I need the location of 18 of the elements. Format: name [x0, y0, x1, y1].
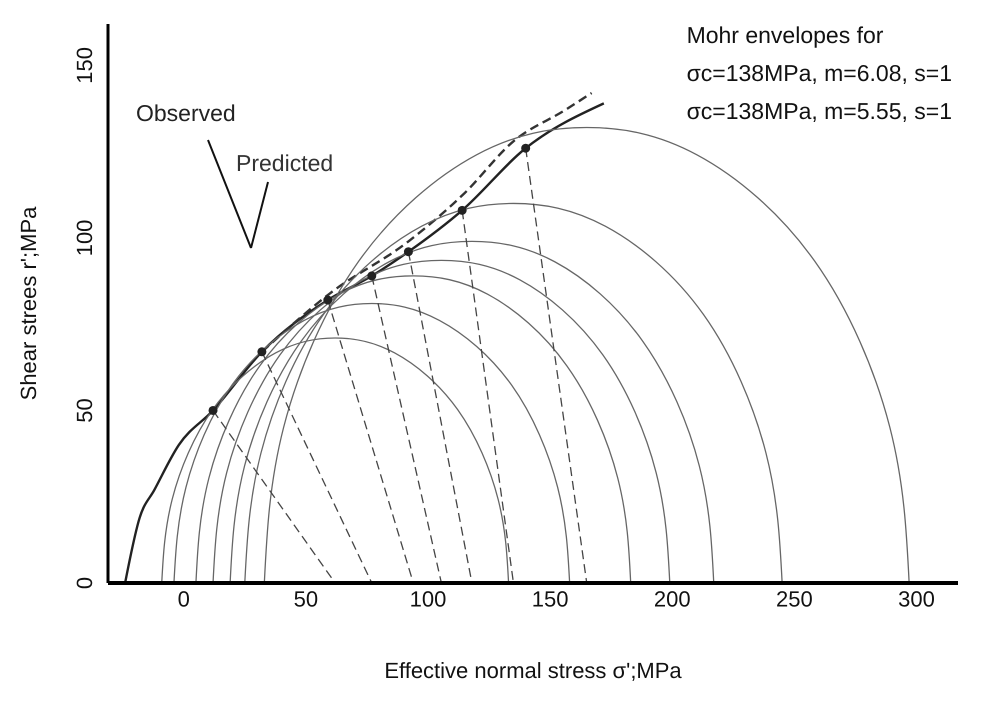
text: Observed [136, 100, 236, 127]
x-tick-label: 150 [532, 586, 568, 612]
x-tick-label: 200 [654, 586, 691, 612]
annotation: σc=138MPa, m=5.55, s=1 [686, 97, 952, 126]
y-axis-title: Shear strees r';MPa [16, 206, 41, 400]
x-tick-label: 300 [898, 586, 935, 612]
y-tick-label: 100 [72, 220, 97, 256]
annotation: Mohr envelopes for [686, 21, 884, 50]
x-tick-label: 250 [776, 586, 813, 612]
text: Predicted [236, 150, 334, 177]
x-tick-label: 50 [294, 586, 318, 612]
x-tick-label: 100 [410, 586, 446, 612]
y-tick-label: 150 [72, 47, 97, 84]
y-tick-label: 0 [72, 576, 97, 590]
annotation: σc=138MPa, m=6.08, s=1 [686, 59, 952, 88]
y-tick-label: 50 [72, 398, 97, 423]
x-axis-title: Effective normal stress σ';MPa [384, 658, 682, 683]
x-tick-label: 0 [178, 586, 190, 612]
